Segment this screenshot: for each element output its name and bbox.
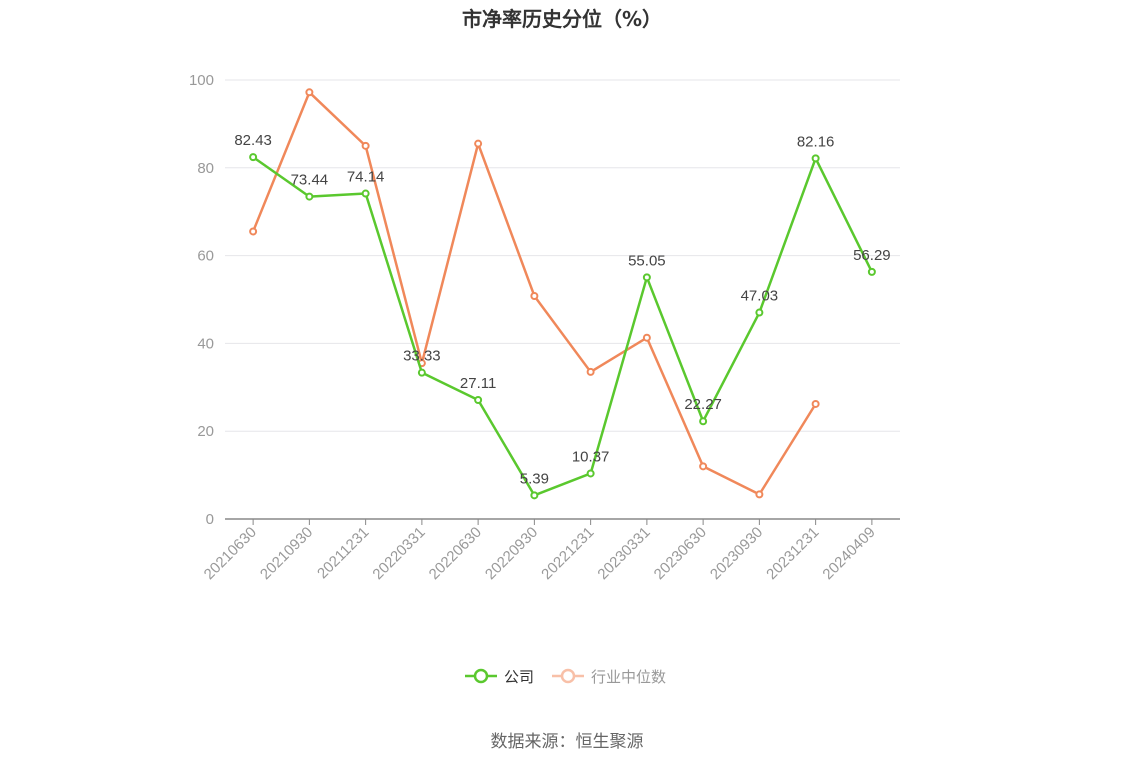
data-point[interactable] bbox=[305, 88, 314, 97]
data-point[interactable] bbox=[249, 227, 258, 236]
x-tick-label: 20220630 bbox=[426, 524, 485, 583]
x-tick-label: 20220930 bbox=[482, 524, 541, 583]
legend-item-1[interactable]: 行业中位数 bbox=[552, 668, 666, 686]
x-tick-label: 20230331 bbox=[594, 524, 653, 583]
legend-marker bbox=[473, 668, 489, 684]
data-point[interactable] bbox=[530, 291, 539, 300]
chart-title: 市净率历史分位（%） bbox=[462, 7, 662, 31]
data-point[interactable] bbox=[699, 417, 708, 426]
data-point[interactable] bbox=[530, 491, 539, 500]
data-label: 10.37 bbox=[572, 448, 610, 465]
legend-label: 行业中位数 bbox=[591, 668, 666, 686]
data-point[interactable] bbox=[361, 189, 370, 198]
data-label: 33.33 bbox=[403, 348, 441, 365]
data-point[interactable] bbox=[361, 141, 370, 150]
data-label: 27.11 bbox=[460, 375, 496, 392]
series-layer bbox=[249, 88, 876, 500]
legend-marker bbox=[560, 668, 576, 684]
series-line-0 bbox=[252, 156, 873, 497]
data-labels: 82.43 73.44 74.14 33.33 27.11 5.39 10.37 55.05 2… bbox=[234, 132, 890, 487]
data-point[interactable] bbox=[586, 469, 595, 478]
grid bbox=[225, 79, 900, 432]
data-point[interactable] bbox=[417, 368, 426, 377]
x-tick-label: 20210630 bbox=[201, 524, 260, 583]
data-label: 82.43 bbox=[234, 132, 272, 149]
y-tick-label: 80 bbox=[197, 160, 214, 177]
data-label: 55.05 bbox=[628, 252, 666, 269]
x-tick-label: 20231231 bbox=[763, 524, 822, 583]
data-label: 74.14 bbox=[347, 169, 385, 186]
x-tick-label: 20230630 bbox=[651, 524, 710, 583]
y-tick-label: 100 bbox=[189, 72, 214, 89]
data-point[interactable] bbox=[642, 273, 651, 282]
source-note: 数据来源：恒生聚源 bbox=[491, 732, 644, 752]
data-label: 47.03 bbox=[741, 288, 779, 305]
data-point[interactable] bbox=[642, 333, 651, 342]
x-tick-label: 20211231 bbox=[314, 524, 372, 582]
y-tick-label: 0 bbox=[206, 511, 214, 528]
data-point[interactable] bbox=[474, 139, 483, 148]
data-point[interactable] bbox=[586, 367, 595, 376]
data-point[interactable] bbox=[755, 308, 764, 317]
data-label: 22.27 bbox=[684, 396, 722, 413]
data-point[interactable] bbox=[811, 154, 820, 163]
x-tick-label: 20221231 bbox=[538, 524, 597, 583]
data-label: 82.16 bbox=[797, 133, 835, 150]
data-point[interactable] bbox=[249, 153, 258, 162]
x-tick-label: 20230930 bbox=[707, 524, 766, 583]
x-tick-label: 20210930 bbox=[257, 524, 316, 583]
data-point[interactable] bbox=[755, 490, 764, 499]
legend-label: 公司 bbox=[504, 668, 534, 686]
data-point[interactable] bbox=[699, 462, 708, 471]
legend-item-0[interactable]: 公司 bbox=[465, 668, 534, 686]
data-label: 5.39 bbox=[520, 470, 549, 487]
y-tick-label: 20 bbox=[197, 423, 214, 440]
data-point[interactable] bbox=[811, 399, 820, 408]
data-label: 56.29 bbox=[853, 247, 891, 264]
x-tick-label: 20240409 bbox=[819, 524, 878, 583]
y-axis: 0 20 40 60 80 100 bbox=[189, 72, 214, 528]
y-tick-label: 40 bbox=[197, 335, 214, 352]
y-tick-label: 60 bbox=[197, 248, 214, 265]
x-tick-label: 20220331 bbox=[369, 524, 428, 583]
data-point[interactable] bbox=[867, 267, 876, 276]
x-axis: 2021063020210930202112312022033120220630… bbox=[201, 518, 900, 583]
data-label: 73.44 bbox=[291, 172, 329, 189]
data-point[interactable] bbox=[474, 395, 483, 404]
data-point[interactable] bbox=[305, 192, 314, 201]
legend[interactable]: 公司 行业中位数 bbox=[465, 668, 666, 686]
